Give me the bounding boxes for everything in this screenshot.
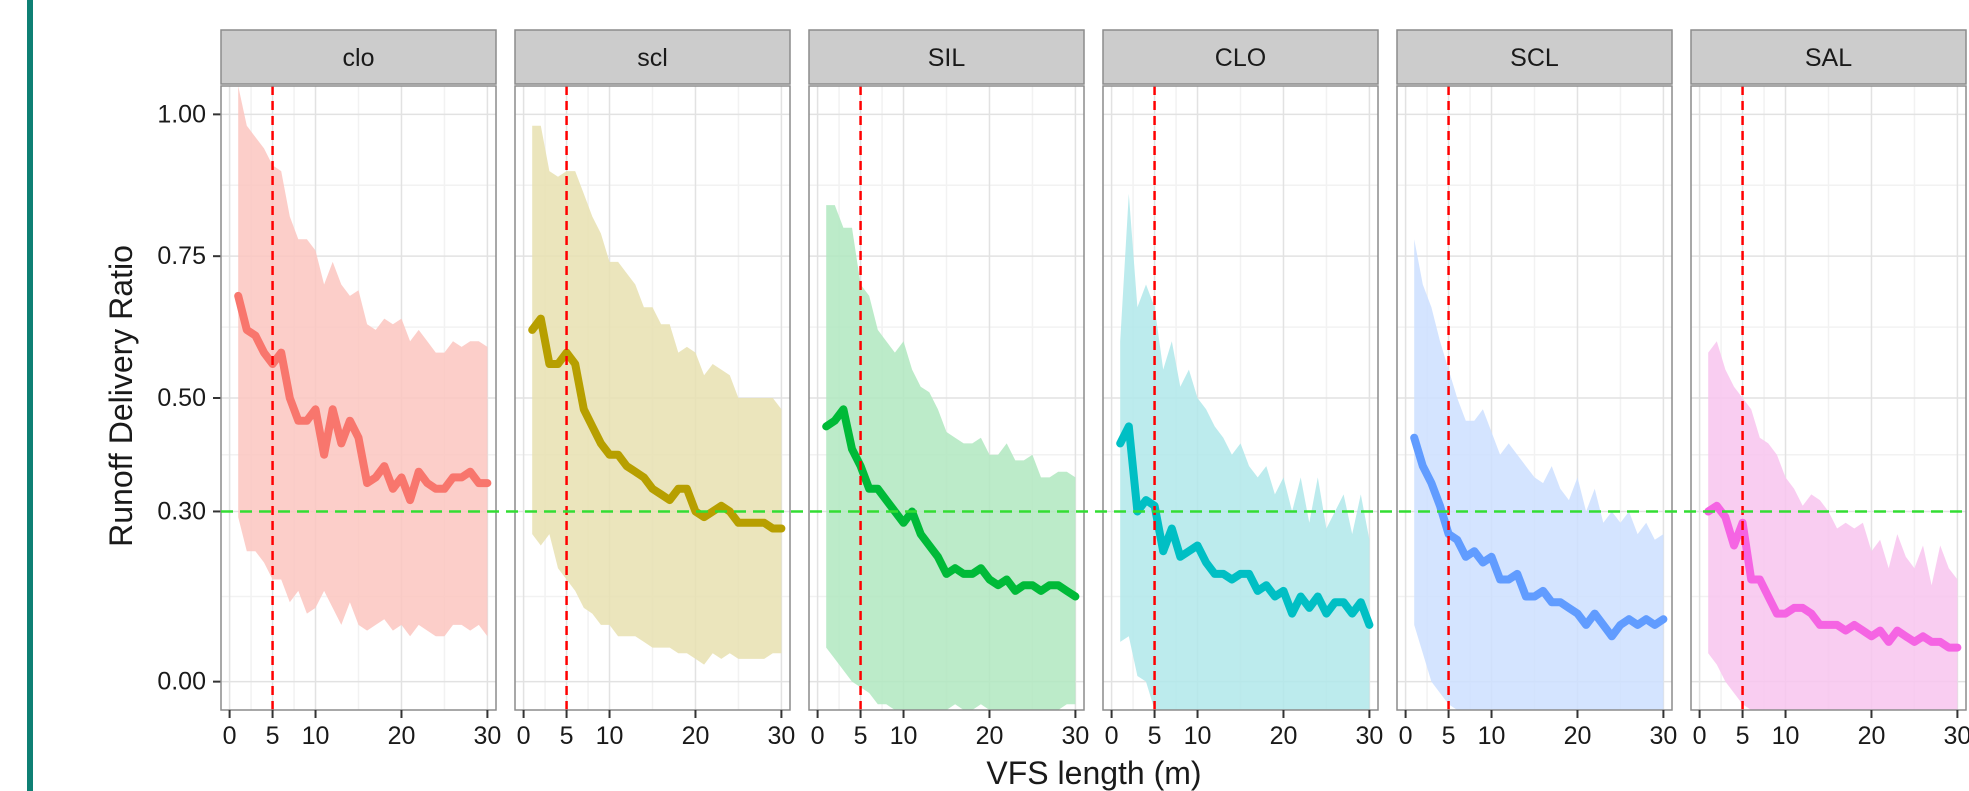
strip-label: scl xyxy=(637,44,668,72)
y-axis: 0.00 0.30 0.50 0.75 1.00 xyxy=(157,100,221,696)
x-tick-label: 30 xyxy=(474,722,502,750)
x-tick-label: 0 xyxy=(1399,722,1413,750)
x-tick-label: 20 xyxy=(1564,722,1592,750)
x-tick-label: 20 xyxy=(1858,722,1886,750)
x-tick-label: 20 xyxy=(388,722,416,750)
facet-panel-sal: SAL 0 5 10 20 30 xyxy=(1690,29,1969,750)
facet-panel-clo: clo 0 5 10 20 30 xyxy=(220,29,502,750)
x-tick-label: 20 xyxy=(682,722,710,750)
uncertainty-band xyxy=(1414,239,1664,710)
panel-border xyxy=(514,85,791,711)
x-tick-label: 30 xyxy=(1356,722,1384,750)
median-line xyxy=(528,314,786,533)
x-tick-label: 5 xyxy=(854,722,868,750)
strip-background xyxy=(1690,29,1967,85)
x-tick-label: 0 xyxy=(811,722,825,750)
strip-label: SCL xyxy=(1510,44,1559,72)
uncertainty-band xyxy=(532,125,782,665)
median-line xyxy=(1410,433,1668,641)
median-line xyxy=(822,405,1080,601)
x-tick-label: 10 xyxy=(1478,722,1506,750)
median-line xyxy=(234,291,492,505)
panel-border xyxy=(1102,85,1379,711)
x-tick-label: 0 xyxy=(1693,722,1707,750)
y-tick-label: 0.50 xyxy=(157,384,206,412)
strip-label: CLO xyxy=(1215,44,1266,72)
x-tick-label: 5 xyxy=(1736,722,1750,750)
strip-background xyxy=(808,29,1085,85)
strip-label: clo xyxy=(343,44,375,72)
x-tick-label: 0 xyxy=(517,722,531,750)
x-tick-label: 10 xyxy=(890,722,918,750)
facet-panel-clo: CLO 0 5 10 20 30 xyxy=(1102,29,1384,750)
page-left-margin xyxy=(0,0,9,791)
strip-background xyxy=(1102,29,1379,85)
x-tick-label: 5 xyxy=(1442,722,1456,750)
uncertainty-band xyxy=(1708,341,1958,710)
x-tick-label: 5 xyxy=(560,722,574,750)
facet-panels: clo 0 5 10 20 30 scl 0 5 10 20 30 SIL 0 5 10 20 30 CLO 0 5 10… xyxy=(220,29,1969,750)
uncertainty-band xyxy=(238,86,488,637)
panel-border xyxy=(1396,85,1673,711)
y-tick-label: 0.30 xyxy=(157,497,206,525)
panel-border xyxy=(220,85,497,711)
uncertainty-band xyxy=(1120,193,1370,711)
panel-border xyxy=(1690,85,1967,711)
x-tick-label: 10 xyxy=(1772,722,1800,750)
x-tick-label: 30 xyxy=(768,722,796,750)
x-axis-title: VFS length (m) xyxy=(986,755,1201,791)
facet-panel-scl: scl 0 5 10 20 30 xyxy=(514,29,796,750)
median-line xyxy=(1704,501,1962,652)
accent-rule xyxy=(27,0,33,791)
x-tick-label: 10 xyxy=(1184,722,1212,750)
x-tick-label: 0 xyxy=(223,722,237,750)
x-tick-label: 0 xyxy=(1105,722,1119,750)
y-axis-title: Runoff Delivery Ratio xyxy=(103,245,139,547)
x-tick-label: 30 xyxy=(1062,722,1090,750)
y-tick-label: 0.75 xyxy=(157,242,206,270)
x-tick-label: 20 xyxy=(976,722,1004,750)
x-tick-label: 5 xyxy=(266,722,280,750)
strip-label: SAL xyxy=(1805,44,1852,72)
strip-background xyxy=(220,29,497,85)
strip-background xyxy=(1396,29,1673,85)
x-tick-label: 10 xyxy=(302,722,330,750)
x-tick-label: 30 xyxy=(1944,722,1969,750)
facet-panel-scl: SCL 0 5 10 20 30 xyxy=(1396,29,1678,750)
panel-border xyxy=(808,85,1085,711)
strip-background xyxy=(514,29,791,85)
x-tick-label: 30 xyxy=(1650,722,1678,750)
y-tick-label: 0.00 xyxy=(157,668,206,696)
median-line xyxy=(1116,422,1374,629)
x-tick-label: 5 xyxy=(1148,722,1162,750)
facet-panel-sil: SIL 0 5 10 20 30 xyxy=(808,29,1090,750)
x-tick-label: 10 xyxy=(596,722,624,750)
x-tick-label: 20 xyxy=(1270,722,1298,750)
strip-label: SIL xyxy=(928,44,966,72)
y-tick-label: 1.00 xyxy=(157,100,206,128)
